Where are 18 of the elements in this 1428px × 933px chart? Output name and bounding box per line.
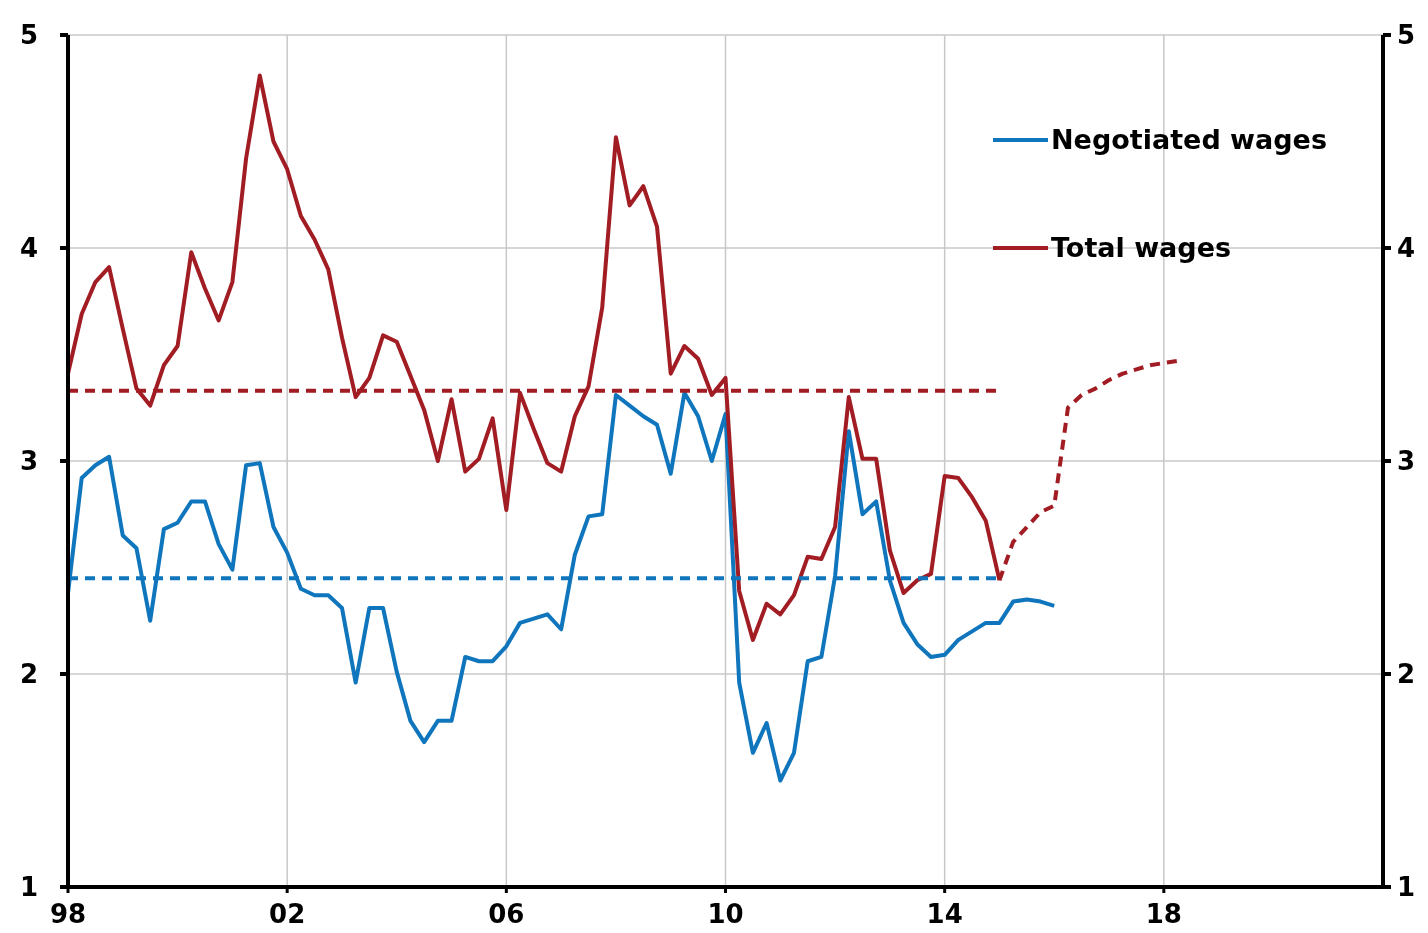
y2-tick-label: 5 [1397, 20, 1416, 51]
x-tick-label: 02 [269, 899, 306, 929]
legend-label: Total wages [1051, 232, 1232, 264]
x-tick-label: 98 [49, 899, 87, 929]
y-tick-label: 1 [19, 872, 38, 903]
x-tick-label: 06 [488, 899, 525, 929]
x-tick-label: 14 [926, 899, 963, 929]
y2-tick-label: 4 [1397, 233, 1416, 264]
y-tick-label: 3 [19, 446, 38, 477]
y2-tick-label: 2 [1397, 659, 1416, 690]
y-tick-label: 2 [19, 659, 38, 690]
y-tick-label: 4 [19, 233, 38, 264]
x-tick-label: 18 [1145, 899, 1182, 929]
y2-tick-label: 1 [1397, 872, 1416, 903]
y2-tick-label: 3 [1397, 446, 1416, 477]
legend-label: Negotiated wages [1051, 124, 1327, 156]
x-tick-label: 10 [707, 899, 744, 929]
y-tick-label: 5 [19, 20, 38, 51]
